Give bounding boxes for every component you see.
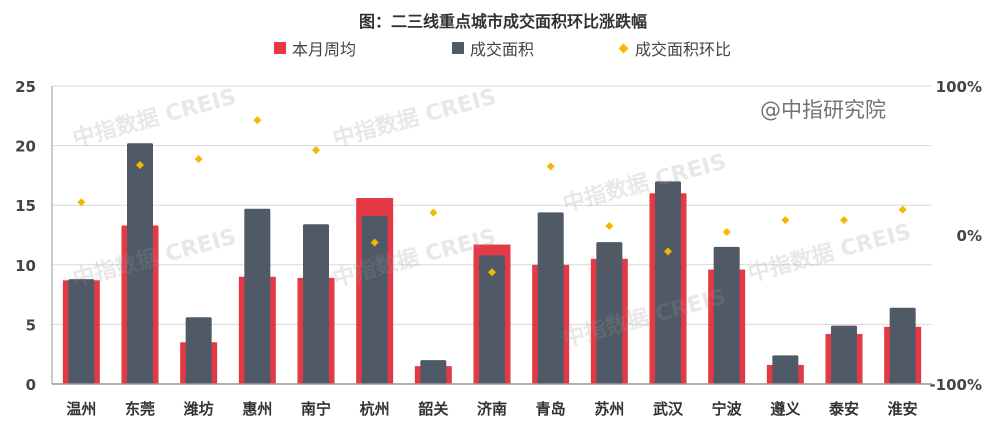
x-tick-label: 武汉 <box>653 400 684 418</box>
bar-area <box>361 215 388 384</box>
point-area-change <box>253 116 262 125</box>
bar-area <box>303 224 329 384</box>
x-tick-label: 杭州 <box>360 400 390 418</box>
bar-area <box>537 212 564 384</box>
source-mark: @中指研究院 <box>760 98 886 122</box>
legend-label: 本月周均 <box>292 40 357 59</box>
x-tick-label: 东莞 <box>125 400 155 418</box>
bar-area <box>713 246 740 384</box>
y-tick-label: 5 <box>26 316 36 334</box>
y-tick-label: 20 <box>15 138 36 156</box>
point-area-change <box>722 228 731 237</box>
legend-label: 成交面积 <box>470 40 535 59</box>
x-tick-label: 南宁 <box>301 400 331 418</box>
legend-item-area-change: 成交面积环比 <box>618 36 732 60</box>
y-tick-label: 10 <box>15 257 36 275</box>
legend-swatch <box>274 42 286 54</box>
bar-area <box>479 255 505 384</box>
point-area-change <box>488 268 496 277</box>
bar-area <box>596 242 623 384</box>
y-tick-label: 15 <box>15 197 36 215</box>
y2-tick-label: 0% <box>957 227 982 245</box>
point-area-change <box>605 222 614 231</box>
x-tick-label: 温州 <box>66 400 96 418</box>
bar-area <box>772 355 799 384</box>
point-area-change <box>898 205 907 214</box>
bar-area <box>127 143 153 384</box>
point-area-change <box>136 160 144 169</box>
point-area-change <box>781 216 790 225</box>
y2-tick-label: -100% <box>929 376 982 394</box>
point-area-change <box>77 198 86 207</box>
legend-label: 成交面积环比 <box>635 40 732 59</box>
point-area-change <box>370 238 379 247</box>
point-area-change <box>312 146 320 155</box>
point-area-change <box>840 216 848 225</box>
legend-swatch <box>452 42 464 54</box>
x-tick-label: 泰安 <box>828 400 859 418</box>
x-tick-label: 潍坊 <box>184 400 214 418</box>
legend-item-area: 成交面积 <box>452 36 534 60</box>
point-area-change <box>429 208 438 217</box>
bar-area <box>831 325 857 384</box>
bar-area <box>420 360 447 384</box>
x-tick-label: 遵义 <box>770 400 800 418</box>
x-tick-label: 惠州 <box>242 400 272 418</box>
chart-title: 图：二三线重点城市成交面积环比涨跌幅 <box>358 12 647 31</box>
bar-area <box>68 279 95 384</box>
y-tick-label: 0 <box>26 376 36 394</box>
x-tick-label: 宁波 <box>712 400 743 418</box>
point-area-change <box>546 162 555 171</box>
bar-area <box>655 181 681 384</box>
point-area-change <box>194 155 203 164</box>
x-tick-label: 青岛 <box>536 400 566 418</box>
x-tick-label: 济南 <box>477 400 507 418</box>
bar-area <box>244 208 271 384</box>
bar-area <box>185 317 212 384</box>
x-tick-label: 淮安 <box>888 400 918 418</box>
legend: 本月周均 成交面积 成交面积环比 <box>0 36 1006 60</box>
bar-area <box>889 307 916 384</box>
y-tick-label: 25 <box>15 78 36 96</box>
legend-item-monthly-avg: 本月周均 <box>274 36 356 60</box>
x-tick-label: 苏州 <box>594 400 624 418</box>
point-area-change <box>664 247 672 256</box>
y2-tick-label: 100% <box>936 78 982 96</box>
x-tick-label: 韶关 <box>418 400 448 418</box>
